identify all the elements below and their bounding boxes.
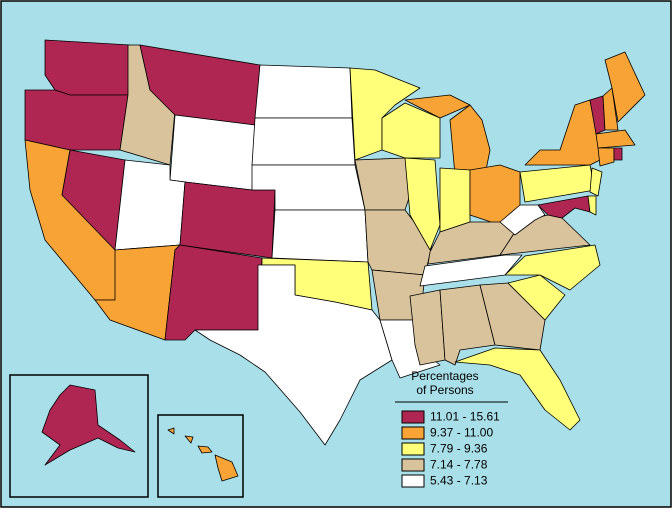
legend-label: 7.14 - 7.78 (430, 458, 488, 472)
legend-label: 5.43 - 7.13 (430, 474, 488, 488)
state (439, 167, 471, 233)
state (504, 244, 601, 291)
state (179, 181, 276, 259)
state (184, 435, 194, 444)
state (41, 384, 136, 466)
legend-swatch (401, 458, 425, 472)
state (167, 427, 175, 435)
state (254, 64, 353, 119)
state (507, 274, 566, 321)
legend-title: of Persons (416, 383, 473, 397)
state (251, 117, 356, 166)
legend-label: 7.79 - 9.36 (430, 442, 488, 456)
legend-swatch (401, 442, 425, 456)
state (404, 94, 471, 119)
legend-title: Percentages (411, 369, 478, 383)
state (271, 209, 369, 263)
state (602, 87, 619, 131)
state (597, 147, 615, 167)
alaska (41, 384, 136, 466)
hawaii-inset (157, 414, 244, 498)
legend-label: 11.01 - 15.61 (430, 410, 500, 424)
state (499, 204, 546, 236)
state (613, 147, 623, 161)
hawaii (167, 427, 239, 482)
legend-swatch (401, 410, 425, 424)
state (454, 347, 581, 431)
state (349, 67, 421, 161)
state (479, 282, 546, 351)
state (404, 157, 441, 251)
state (214, 454, 239, 482)
state (595, 129, 636, 149)
state (197, 445, 213, 454)
legend-swatch (401, 474, 425, 488)
state (169, 114, 256, 191)
state (164, 244, 263, 341)
state (381, 102, 441, 159)
legend: Percentages of Persons 11.01 - 15.61 9.37… (395, 369, 508, 488)
state (24, 89, 129, 151)
legend-label: 9.37 - 11.00 (430, 426, 493, 440)
state (604, 51, 646, 123)
state (194, 264, 393, 446)
legend-swatch (401, 426, 425, 440)
state (587, 195, 597, 216)
state (419, 254, 523, 287)
states (24, 39, 646, 446)
state (409, 289, 446, 366)
state (44, 39, 131, 96)
state (589, 167, 603, 197)
